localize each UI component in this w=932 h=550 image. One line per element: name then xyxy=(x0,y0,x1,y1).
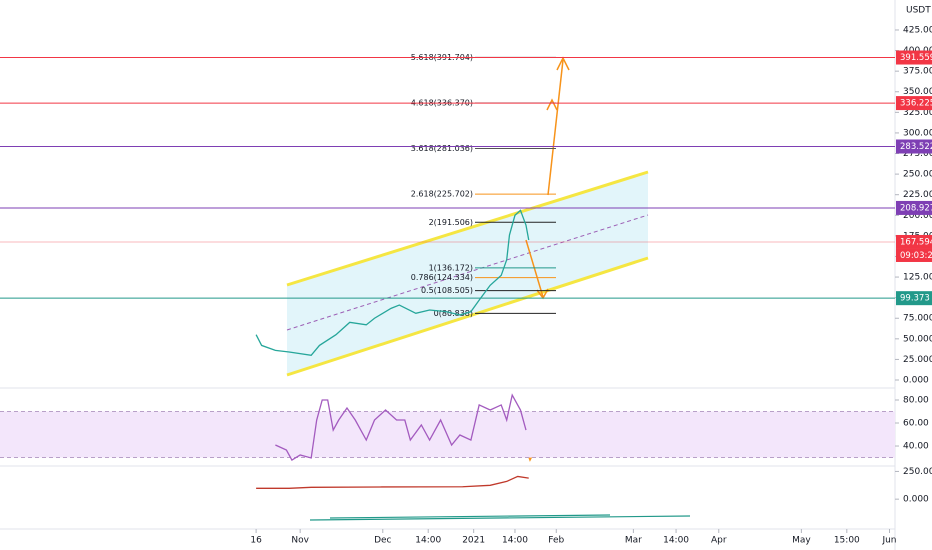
price-line xyxy=(275,393,527,461)
y-tick-label: 60.00 xyxy=(903,419,929,429)
x-tick-label: 14:00 xyxy=(502,536,528,546)
y-tick-label: 375.000 xyxy=(903,67,932,77)
y-tick-label: 25.000 xyxy=(903,355,932,365)
x-tick-label: Jun xyxy=(881,536,896,546)
channel-fill xyxy=(287,172,648,375)
x-tick-label: 14:00 xyxy=(415,536,441,546)
level-badge xyxy=(896,291,932,306)
level-badge xyxy=(896,96,932,111)
x-tick-label: Nov xyxy=(291,536,309,546)
countdown-label: 09:03:28 xyxy=(900,251,932,261)
arrow xyxy=(547,59,564,196)
y-tick-label: 75.000 xyxy=(903,314,932,324)
axis-unit: USDT xyxy=(906,6,931,16)
x-tick-label: Dec xyxy=(374,536,391,546)
fib-label: 0.5(108.505) xyxy=(421,286,473,295)
x-tick-label: Feb xyxy=(548,536,564,546)
level-badge-label: 208.927 xyxy=(900,203,932,213)
level-badge-label: 283.522 xyxy=(900,142,932,152)
x-tick-label: 2021 xyxy=(462,536,485,546)
level-badge-label: 167.594 xyxy=(900,237,932,247)
y-tick-label: 300.000 xyxy=(903,128,932,138)
x-tick-label: 16 xyxy=(250,536,262,546)
level-badge-label: 99.373 xyxy=(900,294,930,304)
channel-lower xyxy=(286,256,649,377)
level-badge-label: 336.225 xyxy=(900,99,932,109)
channel-mid xyxy=(286,214,649,331)
x-tick-label: Mar xyxy=(625,536,642,546)
fib-label: 2.618(225.702) xyxy=(411,190,473,199)
trend-line xyxy=(329,514,611,519)
y-tick-label: 325.000 xyxy=(903,108,932,118)
y-tick-label: 0.000 xyxy=(903,495,929,505)
price-line xyxy=(255,209,530,356)
channel-upper xyxy=(286,170,649,287)
drawings xyxy=(0,0,896,550)
countdown-badge xyxy=(896,248,932,262)
y-tick-label: 250.000 xyxy=(903,170,932,180)
arrowhead xyxy=(546,98,558,111)
price-line xyxy=(256,475,529,489)
y-tick-label: 225.000 xyxy=(903,190,932,200)
fib-label: 0.786(124.334) xyxy=(411,273,473,282)
y-tick-label: 125.000 xyxy=(903,273,932,283)
level-badge xyxy=(896,50,932,65)
x-tick-label: 15:00 xyxy=(834,536,860,546)
y-tick-label: 0.000 xyxy=(903,376,929,386)
x-tick-label: May xyxy=(792,536,811,546)
y-tick-label: 50.000 xyxy=(903,334,932,344)
level-badge xyxy=(896,234,932,249)
arrow xyxy=(525,239,544,298)
y-tick-label: 250.000 xyxy=(903,467,932,477)
fib-label: 2(191.506) xyxy=(429,218,473,227)
y-tick-label: 80.00 xyxy=(903,396,929,406)
x-tick-label: 14:00 xyxy=(663,536,689,546)
level-badge-label: 391.559 xyxy=(900,53,932,63)
y-tick-label: 350.000 xyxy=(903,87,932,97)
y-tick-label: 275.000 xyxy=(903,149,932,159)
fib-label: 1(136.172) xyxy=(429,263,473,272)
y-tick-label: 425.000 xyxy=(903,25,932,35)
y-tick-label: 200.000 xyxy=(903,211,932,221)
y-tick-label: 40.00 xyxy=(903,442,929,452)
fib-label: 3.618(281.036) xyxy=(411,144,473,153)
trend-line xyxy=(309,515,691,521)
level-badge xyxy=(896,139,932,154)
level-badge xyxy=(896,200,932,215)
x-tick-label: Apr xyxy=(711,536,727,546)
